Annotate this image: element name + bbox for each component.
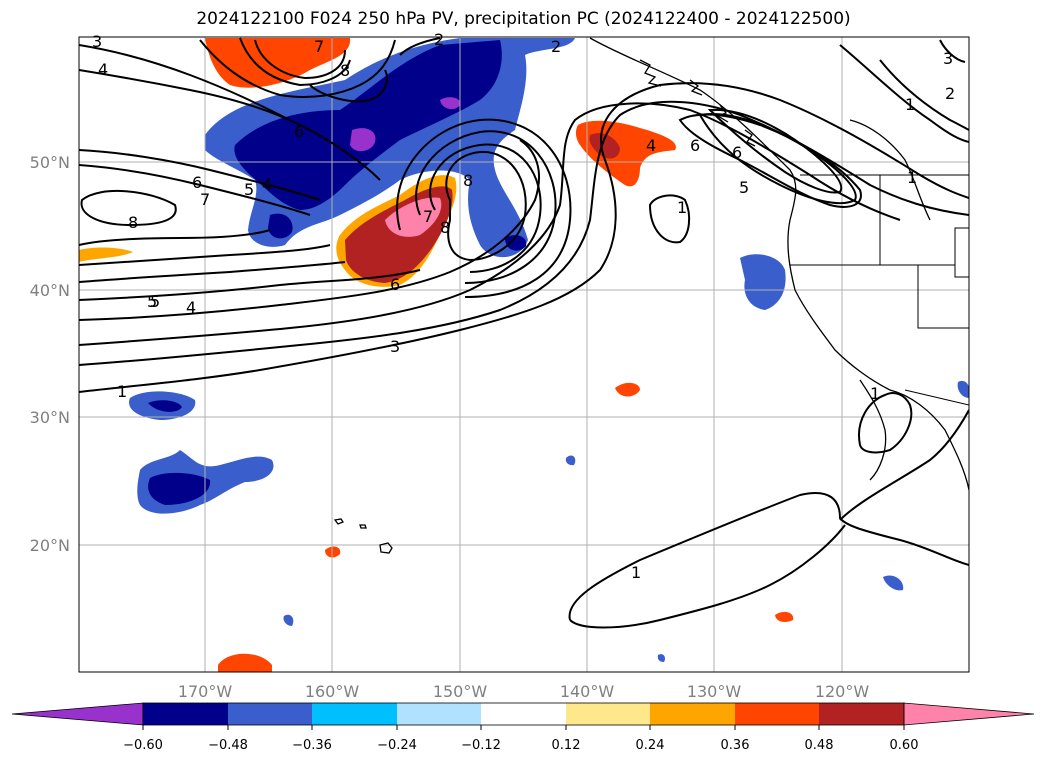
contour-label: 7 [200, 190, 210, 209]
contour-label: 8 [340, 61, 350, 80]
contour-label: 8 [463, 171, 473, 190]
colorbar-tick: 0.36 [721, 738, 750, 753]
contour-label: 5 [150, 292, 160, 311]
contour-label: 1 [677, 198, 687, 217]
contour-label: 2 [434, 30, 444, 49]
precip-negative-region [283, 614, 294, 626]
colorbar-segment [735, 703, 819, 725]
lat-label: 40°N [30, 281, 70, 300]
lon-label: 120°W [815, 682, 870, 701]
borders [790, 174, 969, 406]
contour-label: 1 [870, 384, 880, 403]
contour-label: 7 [423, 207, 433, 226]
contour-label: 5 [147, 292, 157, 311]
contour-label: 1 [117, 382, 127, 401]
precip-negative-region [565, 455, 576, 466]
colorbar-segment [650, 703, 735, 725]
map-frame [78, 36, 970, 673]
contour-label: 5 [739, 178, 749, 197]
colorbar-segment [819, 703, 904, 725]
precip-negative-region [883, 575, 904, 591]
precip-positive-region [589, 133, 620, 159]
colorbar-segment [481, 703, 566, 725]
contour-label: 3 [92, 32, 102, 51]
precip-negative-region [740, 254, 786, 310]
colorbar-tick: −0.36 [292, 738, 332, 753]
contour-label: 8 [128, 213, 138, 232]
contour-label: 8 [440, 218, 450, 237]
lon-label: 130°W [687, 682, 742, 701]
contour-label: 2 [945, 84, 955, 103]
contour-label: 4 [646, 136, 656, 155]
colorbar: −0.60 −0.48 −0.36 −0.24 −0.12 0.12 0.24 … [11, 702, 1035, 753]
contour-label: 6 [690, 136, 700, 155]
contour-label: 5 [244, 180, 254, 199]
colorbar-tick: 0.12 [552, 738, 581, 753]
contour-label: 6 [732, 143, 742, 162]
precip-negative-region [957, 380, 969, 398]
contour-label: 6 [192, 173, 202, 192]
contour-label: 7 [314, 37, 324, 56]
precip-negative-region [268, 213, 293, 239]
colorbar-tick: 0.48 [805, 738, 834, 753]
precip-positive-region [205, 38, 351, 88]
colorbar-tick: 0.24 [636, 738, 665, 753]
colorbar-tick: −0.48 [208, 738, 248, 753]
precip-negative-region [234, 40, 502, 210]
colorbar-segment [143, 703, 228, 725]
pv-contour-labels: 3 4 7 8 2 2 3 2 1 6 7 8 6 5 4 5 6 1 8 7 … [92, 30, 955, 582]
colorbar-segment [228, 703, 312, 725]
lat-label: 20°N [30, 536, 70, 555]
lat-label: 50°N [30, 153, 70, 172]
contour-label: 4 [98, 60, 108, 79]
contour-label: 6 [390, 275, 400, 294]
precipitation-field [79, 38, 969, 672]
pv-contours [79, 37, 969, 629]
colorbar-segment [397, 703, 481, 725]
contour-label: 4 [262, 175, 272, 194]
lat-label: 30°N [30, 408, 70, 427]
colorbar-segment [312, 703, 397, 725]
precip-negative-region [505, 235, 527, 251]
contour-label: 2 [551, 37, 561, 56]
lon-label: 150°W [433, 682, 488, 701]
contour-label: 3 [390, 337, 400, 356]
precip-negative-region [148, 400, 182, 412]
contour-label: 6 [294, 122, 304, 141]
precip-positive-region [218, 653, 272, 672]
precip-strong-negative [440, 97, 461, 110]
latitude-labels: 50°N 40°N 30°N 20°N [30, 153, 70, 555]
colorbar-tick: −0.60 [123, 738, 163, 753]
precip-negative-region [148, 472, 211, 505]
lon-label: 140°W [560, 682, 615, 701]
colorbar-tick: −0.12 [461, 738, 501, 753]
colorbar-tick: 0.60 [890, 738, 919, 753]
lon-label: 160°W [305, 682, 360, 701]
lon-label: 170°W [178, 682, 233, 701]
map-title: 2024122100 F024 250 hPa PV, precipitatio… [196, 9, 851, 29]
contour-label: 1 [631, 563, 641, 582]
colorbar-tick: −0.24 [377, 738, 417, 753]
precip-positive-region [615, 382, 640, 397]
longitude-labels: 170°W 160°W 150°W 140°W 130°W 120°W [178, 682, 870, 701]
precip-strong-negative [350, 128, 376, 152]
contour-label: 1 [907, 168, 917, 187]
precip-negative-region [657, 654, 666, 662]
colorbar-extend-low [11, 702, 144, 726]
precip-positive-region [325, 546, 341, 558]
colorbar-extend-high [903, 702, 1035, 726]
precip-positive-region [575, 120, 676, 187]
contour-label: 1 [905, 95, 915, 114]
contour-label: 4 [186, 298, 196, 317]
contour-label: 3 [943, 49, 953, 68]
colorbar-segment [566, 703, 650, 725]
precip-positive-region [775, 611, 794, 623]
precip-positive-region [79, 247, 133, 262]
